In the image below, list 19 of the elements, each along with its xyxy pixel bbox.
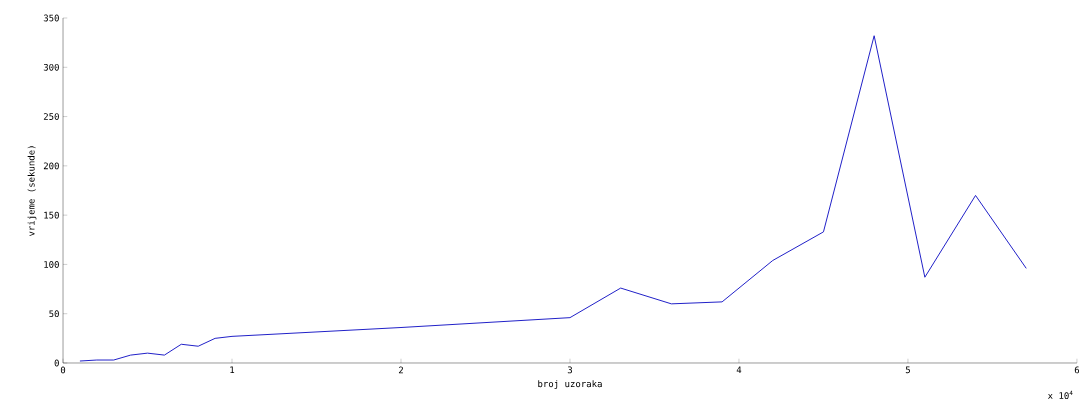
y-tick-label: 250	[43, 113, 59, 120]
x-tick-label: 6	[1074, 366, 1080, 374]
x-tick-label: 3	[567, 366, 572, 374]
line-series	[79, 35, 1027, 362]
x-tick-label: 4	[736, 366, 742, 374]
y-axis-title: vrijeme (sekunde)	[27, 146, 37, 237]
x-tick-label: 0	[60, 366, 66, 374]
x-tick-label: 2	[398, 366, 403, 374]
y-tick-label: 0	[54, 359, 59, 367]
x-tick-label: 1	[230, 366, 235, 374]
y-tick-label: 100	[44, 261, 59, 268]
y-tick-label: 200	[43, 162, 59, 170]
y-tick-label: 350	[43, 14, 59, 22]
text: x 10$^{4}$	[1047, 390, 1073, 399]
y-tick-label: 150	[44, 211, 59, 219]
y-tick-label: 50	[49, 310, 59, 318]
y-tick-label: 300	[43, 63, 59, 71]
x-axis-title: broj uzoraka	[538, 380, 602, 389]
x-tick-label: 5	[905, 366, 910, 374]
